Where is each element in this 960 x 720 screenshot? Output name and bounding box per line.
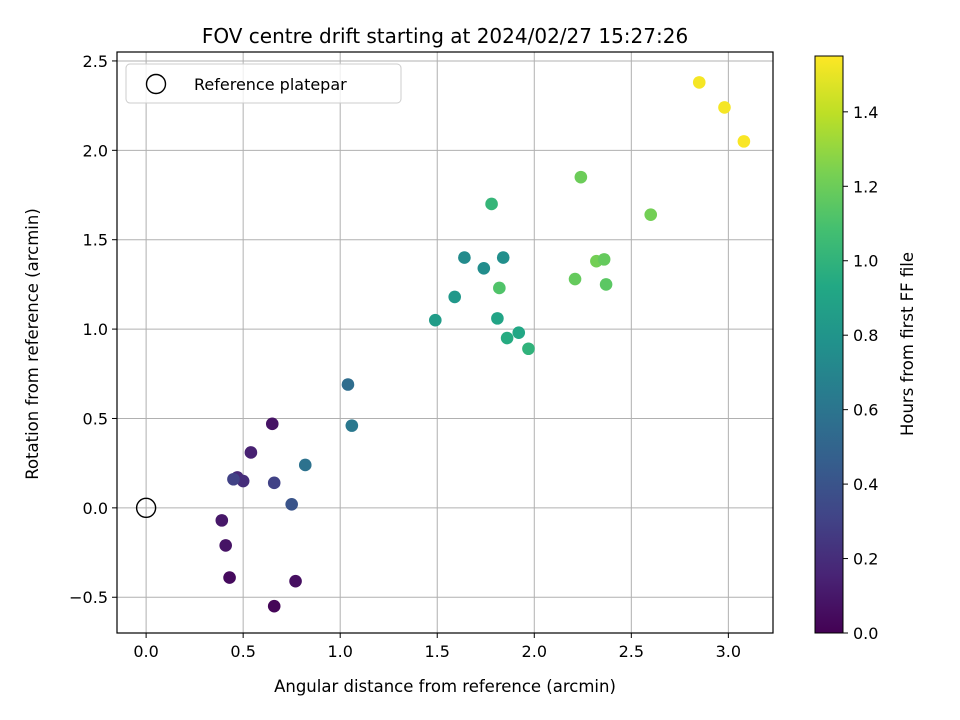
scatter-point bbox=[298, 458, 312, 472]
x-tick-label: 3.0 bbox=[716, 642, 741, 661]
scatter-point bbox=[718, 101, 731, 114]
scatter-points bbox=[215, 76, 751, 613]
y-axis-title: Rotation from reference (arcmin) bbox=[23, 208, 42, 480]
x-axis-title: Angular distance from reference (arcmin) bbox=[274, 677, 616, 696]
scatter-point bbox=[477, 262, 491, 275]
scatter-point bbox=[428, 313, 442, 327]
x-tick-label: 0.0 bbox=[133, 642, 158, 661]
x-tick-label: 2.0 bbox=[522, 642, 547, 661]
x-tick-label: 1.5 bbox=[425, 642, 450, 661]
scatter-point bbox=[227, 472, 240, 486]
colorbar-title: Hours from first FF file bbox=[898, 252, 917, 436]
y-tick-label: 1.0 bbox=[83, 320, 108, 339]
x-tick-label: 2.5 bbox=[619, 642, 644, 661]
colorbar-ticks: 0.0 0.2 0.4 0.6 0.8 1.0 1.2 1.4 bbox=[843, 103, 878, 643]
legend-label-reference: Reference platepar bbox=[194, 75, 347, 94]
scatter-point bbox=[496, 251, 510, 264]
legend-reference-marker bbox=[145, 73, 167, 95]
scatter-point bbox=[285, 497, 298, 511]
scatter-point bbox=[267, 476, 281, 490]
scatter-point bbox=[574, 170, 588, 184]
scatter-point bbox=[737, 135, 751, 148]
plot-frame bbox=[116, 51, 774, 634]
scatter-point bbox=[568, 272, 582, 286]
scatter-point bbox=[493, 281, 506, 295]
colorbar-tick-label: 1.4 bbox=[853, 103, 878, 122]
legend: Reference platepar bbox=[125, 63, 402, 104]
x-tick-label: 1.0 bbox=[327, 642, 352, 661]
x-tick-label: 0.5 bbox=[230, 642, 255, 661]
reference-platepar-marker bbox=[135, 497, 157, 519]
scatter-point bbox=[215, 514, 229, 527]
scatter-point bbox=[512, 326, 526, 339]
colorbar: 0.0 0.2 0.4 0.6 0.8 1.0 1.2 1.4 Hours from firs… bbox=[814, 55, 917, 643]
scatter-point bbox=[341, 378, 355, 391]
scatter-point bbox=[599, 278, 613, 291]
y-tick-label: 0.0 bbox=[83, 499, 108, 518]
scatter-point bbox=[223, 571, 236, 584]
scatter-point bbox=[345, 419, 359, 432]
colorbar-tick-label: 0.2 bbox=[853, 550, 878, 569]
legend-box bbox=[125, 63, 402, 104]
scatter-point bbox=[448, 290, 462, 304]
colorbar-tick-label: 0.6 bbox=[853, 401, 878, 420]
y-tick-label: 0.5 bbox=[83, 409, 108, 428]
y-tick-label: 1.5 bbox=[83, 231, 108, 250]
y-tick-label: −0.5 bbox=[69, 588, 108, 607]
colorbar-tick-label: 0.4 bbox=[853, 475, 878, 494]
scatter-point bbox=[644, 208, 658, 221]
x-axis-ticks: 0.0 0.5 1.0 1.5 2.0 2.5 3.0 bbox=[133, 633, 741, 661]
scatter-point bbox=[219, 539, 232, 552]
colorbar-gradient bbox=[814, 55, 844, 634]
scatter-point bbox=[522, 342, 535, 356]
chart-title: FOV centre drift starting at 2024/02/27 … bbox=[202, 24, 688, 48]
colorbar-tick-label: 1.0 bbox=[853, 252, 878, 271]
scatter-point bbox=[267, 599, 281, 613]
scatter-point bbox=[244, 446, 258, 459]
scatter-point bbox=[485, 197, 498, 211]
scatter-point bbox=[236, 474, 250, 488]
scatter-point bbox=[265, 417, 279, 431]
reference-marker-group bbox=[135, 497, 157, 519]
scatter-point bbox=[692, 76, 706, 89]
colorbar-tick-label: 1.2 bbox=[853, 177, 878, 196]
scatter-point bbox=[458, 251, 471, 264]
grid-lines bbox=[117, 52, 773, 633]
colorbar-tick-label: 0.8 bbox=[853, 326, 878, 345]
colorbar-tick-label: 0.0 bbox=[853, 624, 878, 643]
y-axis-ticks: −0.5 0.0 0.5 1.0 1.5 2.0 2.5 bbox=[69, 52, 117, 607]
scatter-point bbox=[289, 574, 302, 588]
scatter-point bbox=[597, 253, 611, 266]
scatter-point bbox=[500, 331, 514, 345]
y-tick-label: 2.5 bbox=[83, 52, 108, 71]
y-tick-label: 2.0 bbox=[83, 141, 108, 160]
scatter-point bbox=[491, 312, 504, 325]
